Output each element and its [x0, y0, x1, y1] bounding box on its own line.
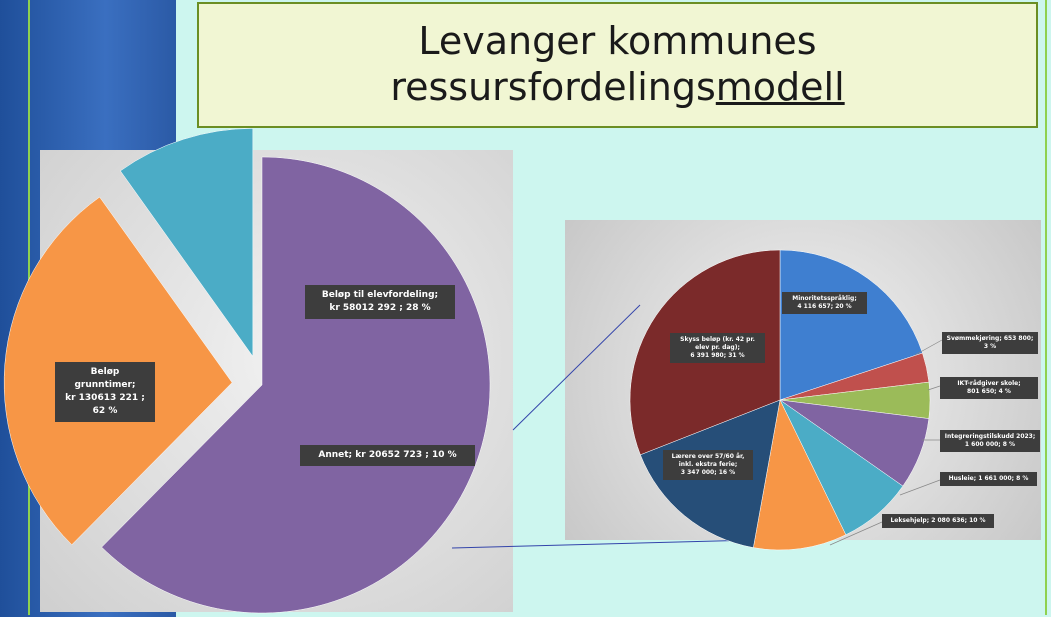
- label-value: 1 661 000; 8 %: [978, 475, 1028, 482]
- label-value: 801 650; 4 %: [967, 388, 1011, 395]
- data-label: IKT-rådgiver skole;801 650; 4 %: [940, 377, 1038, 399]
- data-label: Integreringstilskudd 2023;1 600 000; 8 %: [940, 430, 1040, 452]
- label-value: 2 080 636; 10 %: [931, 517, 985, 524]
- label-category: Husleie;: [949, 475, 977, 482]
- leader-line: [928, 386, 940, 390]
- data-label: Beløp grunntimer; kr 130613 221 ; 62 %: [55, 362, 155, 422]
- label-value: 1 600 000; 8 %: [965, 441, 1015, 448]
- label-category: Beløp til elevfordeling;: [322, 290, 438, 300]
- data-label: Beløp til elevfordeling; kr 58012 292 ; 2…: [305, 285, 455, 319]
- label-category: Svømmekjøring;: [947, 335, 1002, 342]
- label-category: Integreringstilskudd 2023;: [945, 433, 1036, 440]
- label-category: Leksehjelp;: [890, 517, 929, 524]
- label-value: 4 116 657; 20 %: [797, 303, 851, 310]
- leader-line: [900, 480, 940, 495]
- label-value: kr 20652 723 ; 10 %: [355, 450, 456, 460]
- data-label: Leksehjelp; 2 080 636; 10 %: [882, 514, 994, 528]
- data-label: Lærere over 57/60 år, inkl. ekstra ferie…: [663, 450, 753, 480]
- label-category: Skyss beløp (kr. 42 pr. elev pr. dag);: [680, 336, 755, 351]
- label-category: Annet;: [318, 450, 352, 460]
- connector: [452, 540, 755, 548]
- label-value: kr 58012 292 ; 28 %: [329, 303, 430, 313]
- data-label: Annet; kr 20652 723 ; 10 %: [300, 445, 475, 466]
- data-label: Skyss beløp (kr. 42 pr. elev pr. dag);6 …: [670, 333, 765, 363]
- label-category: IKT-rådgiver skole;: [957, 380, 1020, 387]
- slide: {"title": ["Levanger kommunes", "ressurs…: [0, 0, 1051, 617]
- label-value: 3 347 000; 16 %: [681, 469, 735, 476]
- label-category: Minoritetsspråklig;: [792, 295, 857, 302]
- label-value: 6 391 980; 31 %: [690, 352, 744, 359]
- label-category: Lærere over 57/60 år, inkl. ekstra ferie…: [672, 453, 745, 468]
- data-label: Svømmekjøring; 653 800; 3 %: [942, 332, 1038, 354]
- label-value: kr 130613 221 ; 62 %: [65, 393, 145, 416]
- data-label: Husleie; 1 661 000; 8 %: [940, 472, 1037, 486]
- connector: [513, 305, 640, 430]
- data-label: Minoritetsspråklig;4 116 657; 20 %: [782, 292, 867, 314]
- label-category: Beløp grunntimer;: [74, 367, 135, 390]
